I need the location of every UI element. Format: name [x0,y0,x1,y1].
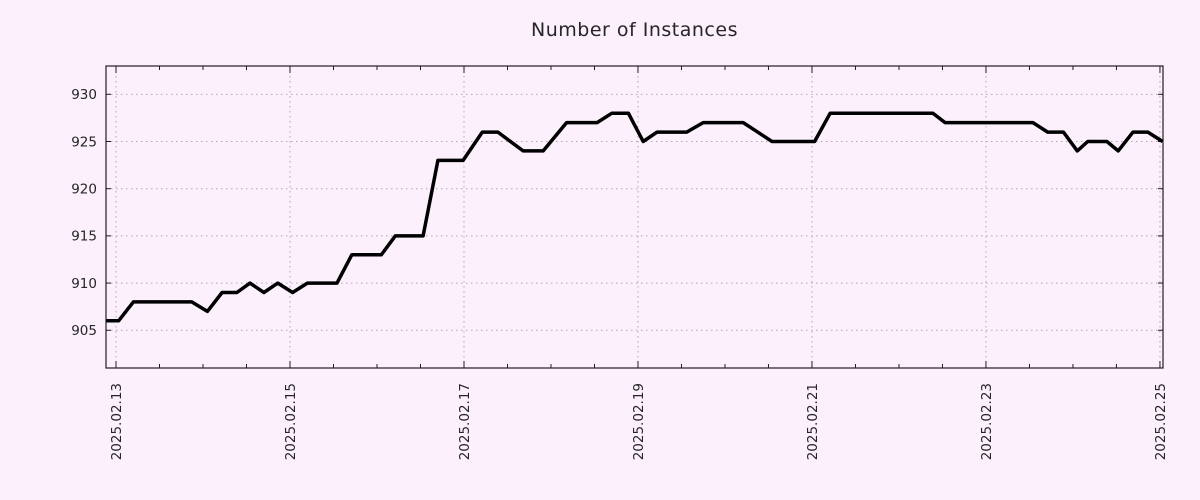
plot-border [105,65,1164,369]
y-tick-label: 910 [71,276,97,292]
x-tick-label: 2025.02.17 [457,383,473,460]
x-tick-label: 2025.02.21 [805,383,821,460]
x-tick-label: 2025.02.23 [979,383,995,460]
series-line [106,111,1164,323]
chart-title: Number of Instances [531,19,738,41]
x-tick-label: 2025.02.15 [283,383,299,460]
y-tick-label: 905 [71,323,97,339]
plot-area [106,66,1163,368]
y-tick-label: 920 [71,181,97,197]
x-tick-label: 2025.02.13 [109,383,125,460]
y-tick-label: 925 [71,134,97,150]
x-tick-label: 2025.02.25 [1153,383,1169,460]
y-tick-label: 915 [71,229,97,245]
x-tick-label: 2025.02.19 [631,383,647,460]
y-tick-label: 930 [71,87,97,103]
